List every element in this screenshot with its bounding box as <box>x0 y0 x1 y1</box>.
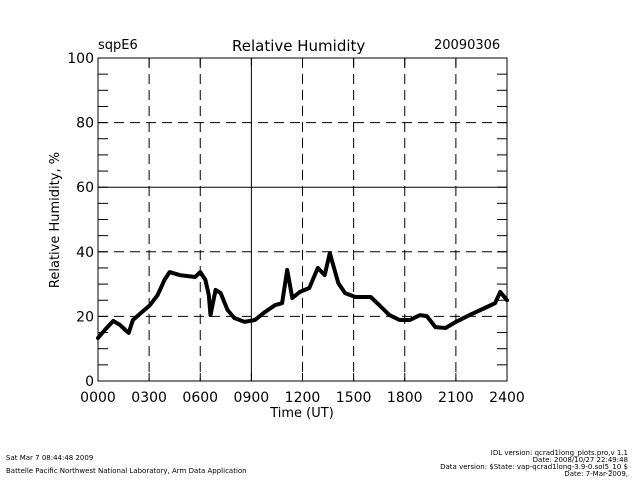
x-tick-label: 1200 <box>285 390 321 406</box>
x-tick-label: 1500 <box>336 390 372 406</box>
data-point <box>493 301 497 305</box>
data-point <box>398 318 402 322</box>
date-label: 20090306 <box>434 38 501 53</box>
data-point <box>377 303 381 307</box>
data-point <box>425 314 429 318</box>
data-point <box>203 278 207 282</box>
data-point <box>263 310 267 314</box>
data-point <box>219 291 223 295</box>
data-point <box>444 326 448 330</box>
series <box>96 251 509 340</box>
data-point <box>213 288 218 292</box>
footer-idl-version: IDL version: qcrad1long_plots.pro,v 1.1 <box>490 449 628 457</box>
x-tick-label: 2100 <box>438 390 474 406</box>
data-point <box>433 325 438 329</box>
y-axis-label: Relative Humidity, % <box>48 152 63 288</box>
data-point <box>467 313 472 317</box>
footer-organization: Battelle Pacific Northwest National Labo… <box>6 467 247 475</box>
data-point <box>353 295 357 299</box>
data-point <box>225 308 230 312</box>
data-point <box>483 306 487 310</box>
data-point <box>387 313 392 317</box>
series-line <box>96 251 509 340</box>
data-point <box>280 301 284 305</box>
y-tick-label: 80 <box>76 116 94 132</box>
plot-frame <box>97 57 508 382</box>
y-tick-label: 100 <box>67 51 94 67</box>
data-point <box>162 278 167 282</box>
footer-data-date: Date: 7-Mar-2009, <box>564 470 628 478</box>
y-tick-label: 20 <box>76 309 94 325</box>
data-point <box>131 318 135 322</box>
footer-idl-date: Date: 2008/10/27 22:49:48 <box>532 456 628 464</box>
y-tick-label: 60 <box>76 180 94 196</box>
data-point <box>343 291 347 295</box>
x-tick-label: 2400 <box>489 390 525 406</box>
data-point <box>156 293 160 297</box>
x-tick-label: 0300 <box>131 390 167 406</box>
data-point <box>242 320 247 324</box>
data-point <box>307 286 311 290</box>
data-point <box>103 328 107 332</box>
data-point <box>408 318 412 322</box>
data-point <box>139 311 143 315</box>
data-point <box>232 316 236 320</box>
data-point <box>123 328 127 332</box>
data-point <box>505 298 509 302</box>
x-axis-label: Time (UT) <box>269 406 334 421</box>
chart-title: Relative Humidity <box>232 37 366 55</box>
data-point <box>253 318 257 322</box>
data-point <box>193 275 197 279</box>
x-tick-label: 0900 <box>234 390 270 406</box>
data-point <box>148 303 152 307</box>
data-point <box>369 295 373 299</box>
data-point <box>418 313 422 317</box>
x-tick-label: 0000 <box>80 390 116 406</box>
y-tick-labels: 0 20 40 60 80 100 <box>67 51 94 390</box>
footer-timestamp: Sat Mar 7 08:44:48 2009 <box>6 454 94 462</box>
data-point <box>118 323 122 327</box>
footer-data-version: Data version: $State: vap-qcrad1long-3.9… <box>440 463 628 471</box>
data-point <box>111 319 115 323</box>
data-point <box>290 296 294 300</box>
data-point <box>178 273 182 277</box>
data-point <box>298 290 302 294</box>
data-point <box>127 331 131 335</box>
data-point <box>207 293 211 297</box>
site-label: sqpE6 <box>98 38 138 53</box>
data-point <box>328 251 332 255</box>
y-tick-label: 40 <box>76 245 94 261</box>
x-tick-label: 0600 <box>182 390 218 406</box>
data-point <box>498 290 502 294</box>
data-point <box>454 320 458 324</box>
data-point <box>316 266 320 270</box>
x-tick-label: 1800 <box>387 390 423 406</box>
y-tick-label: 0 <box>85 374 94 390</box>
grid <box>98 58 507 381</box>
data-point <box>96 336 100 340</box>
data-point <box>208 313 213 317</box>
data-point <box>198 270 202 274</box>
data-point <box>285 268 289 272</box>
data-point <box>323 273 327 277</box>
data-point <box>167 270 172 274</box>
x-tick-labels: 0000 0300 0600 0900 1200 1500 1800 2100 2400 <box>80 390 525 406</box>
data-point <box>273 303 277 307</box>
data-point <box>336 281 340 285</box>
